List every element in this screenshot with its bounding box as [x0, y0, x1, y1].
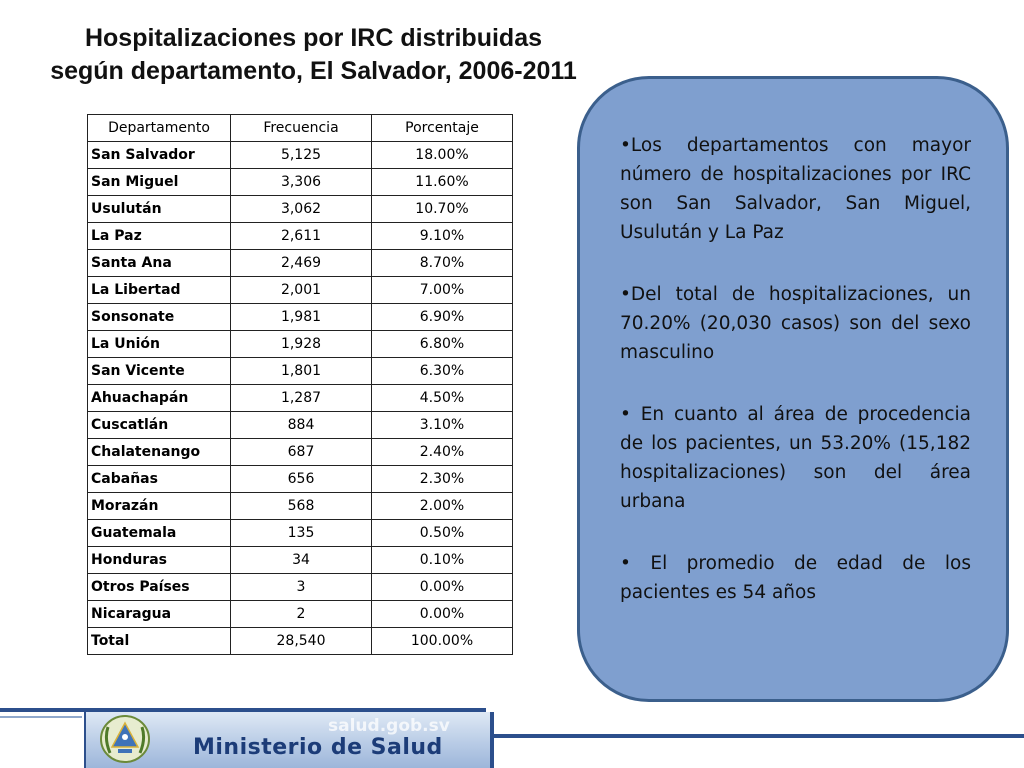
table-row: Cuscatlán 884 3.10% [87, 411, 513, 439]
percentage-cell: 9.10% [371, 222, 513, 250]
department-cell: Chalatenango [87, 438, 231, 466]
department-cell: Guatemala [87, 519, 231, 547]
ministry-name: Ministerio de Salud [193, 735, 443, 760]
summary-point: • El promedio de edad de los pacientes e… [620, 553, 971, 603]
department-cell: Morazán [87, 492, 231, 520]
frequency-cell: 2,001 [230, 276, 372, 304]
department-cell: San Miguel [87, 168, 231, 196]
table-row: Nicaragua 2 0.00% [87, 600, 513, 628]
percentage-cell: 0.50% [371, 519, 513, 547]
header-frecuencia: Frecuencia [230, 114, 372, 142]
department-cell: Cuscatlán [87, 411, 231, 439]
frequency-cell: 34 [230, 546, 372, 574]
department-cell: Nicaragua [87, 600, 231, 628]
summary-point: •Del total de hospitalizaciones, un 70.2… [620, 284, 971, 363]
department-cell: La Libertad [87, 276, 231, 304]
percentage-cell: 3.10% [371, 411, 513, 439]
percentage-cell: 0.00% [371, 573, 513, 601]
table-header-row: Departamento Frecuencia Porcentaje [87, 114, 513, 142]
frequency-cell: 28,540 [230, 627, 372, 655]
table-body: San Salvador 5,125 18.00% San Miguel 3,306 11… [87, 141, 513, 655]
frequency-cell: 568 [230, 492, 372, 520]
department-table: Departamento Frecuencia Porcentaje San S… [87, 114, 513, 655]
frequency-cell: 2 [230, 600, 372, 628]
department-cell: Honduras [87, 546, 231, 574]
title-line-2: según departamento, El Salvador, 2006-20… [50, 57, 577, 85]
department-cell: Otros Países [87, 573, 231, 601]
percentage-cell: 4.50% [371, 384, 513, 412]
frequency-cell: 1,801 [230, 357, 372, 385]
title-line-1: Hospitalizaciones por IRC distribuidas [84, 24, 543, 52]
percentage-cell: 6.30% [371, 357, 513, 385]
site-watermark: salud.gob.sv [328, 716, 450, 736]
percentage-cell: 18.00% [371, 141, 513, 169]
percentage-cell: 10.70% [371, 195, 513, 223]
summary-point: • En cuanto al área de procedencia de lo… [620, 404, 971, 512]
percentage-cell: 2.00% [371, 492, 513, 520]
table-row: Santa Ana 2,469 8.70% [87, 249, 513, 277]
department-cell: San Salvador [87, 141, 231, 169]
table-row: San Miguel 3,306 11.60% [87, 168, 513, 196]
frequency-cell: 3,306 [230, 168, 372, 196]
percentage-cell: 8.70% [371, 249, 513, 277]
summary-point: •Los departamentos con mayor número de h… [620, 135, 971, 243]
percentage-cell: 7.00% [371, 276, 513, 304]
percentage-cell: 2.40% [371, 438, 513, 466]
department-cell: La Unión [87, 330, 231, 358]
table-row: La Libertad 2,001 7.00% [87, 276, 513, 304]
footer-rule-left [0, 716, 82, 718]
coat-of-arms-icon [100, 715, 150, 763]
table-row: Chalatenango 687 2.40% [87, 438, 513, 466]
frequency-cell: 687 [230, 438, 372, 466]
footer-rule-top [0, 708, 486, 712]
table-row: La Paz 2,611 9.10% [87, 222, 513, 250]
department-cell: Ahuachapán [87, 384, 231, 412]
frequency-cell: 884 [230, 411, 372, 439]
frequency-cell: 1,287 [230, 384, 372, 412]
table-row: Guatemala 135 0.50% [87, 519, 513, 547]
frequency-cell: 2,469 [230, 249, 372, 277]
percentage-cell: 100.00% [371, 627, 513, 655]
footer-rule-right [492, 734, 1024, 738]
frequency-cell: 1,928 [230, 330, 372, 358]
table-row: Cabañas 656 2.30% [87, 465, 513, 493]
table-row: Usulután 3,062 10.70% [87, 195, 513, 223]
percentage-cell: 2.30% [371, 465, 513, 493]
table-row: Total 28,540 100.00% [87, 627, 513, 655]
table-row: San Vicente 1,801 6.30% [87, 357, 513, 385]
department-cell: Santa Ana [87, 249, 231, 277]
table-row: Otros Países 3 0.00% [87, 573, 513, 601]
table-row: Ahuachapán 1,287 4.50% [87, 384, 513, 412]
table-row: Sonsonate 1,981 6.90% [87, 303, 513, 331]
header-porcentaje: Porcentaje [371, 114, 513, 142]
table-row: La Unión 1,928 6.80% [87, 330, 513, 358]
header-departamento: Departamento [87, 114, 231, 142]
department-cell: La Paz [87, 222, 231, 250]
percentage-cell: 0.10% [371, 546, 513, 574]
frequency-cell: 1,981 [230, 303, 372, 331]
table-row: San Salvador 5,125 18.00% [87, 141, 513, 169]
department-cell: Sonsonate [87, 303, 231, 331]
percentage-cell: 6.90% [371, 303, 513, 331]
table-row: Honduras 34 0.10% [87, 546, 513, 574]
department-cell: Total [87, 627, 231, 655]
frequency-cell: 3 [230, 573, 372, 601]
table-row: Morazán 568 2.00% [87, 492, 513, 520]
percentage-cell: 0.00% [371, 600, 513, 628]
slide-title: Hospitalizaciones por IRC distribuidas s… [0, 22, 627, 88]
percentage-cell: 11.60% [371, 168, 513, 196]
department-cell: San Vicente [87, 357, 231, 385]
frequency-cell: 135 [230, 519, 372, 547]
footer-banner [84, 712, 494, 768]
percentage-cell: 6.80% [371, 330, 513, 358]
department-cell: Cabañas [87, 465, 231, 493]
frequency-cell: 5,125 [230, 141, 372, 169]
frequency-cell: 2,611 [230, 222, 372, 250]
summary-box: •Los departamentos con mayor número de h… [577, 76, 1009, 702]
frequency-cell: 656 [230, 465, 372, 493]
frequency-cell: 3,062 [230, 195, 372, 223]
department-cell: Usulután [87, 195, 231, 223]
